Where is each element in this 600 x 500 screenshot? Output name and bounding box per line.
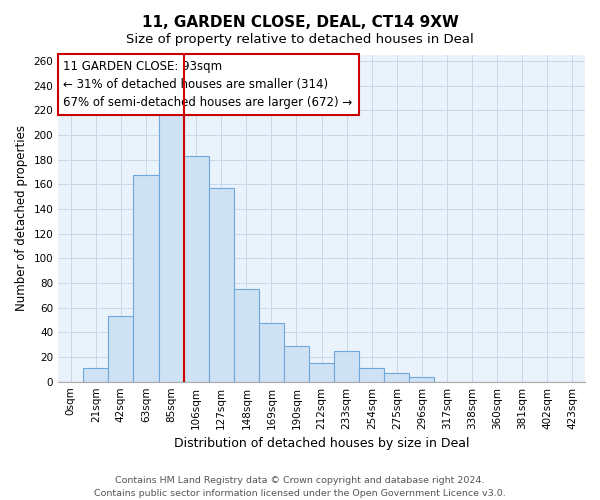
Bar [359, 368, 385, 382]
Bar [385, 373, 409, 382]
Bar [259, 322, 284, 382]
Bar [133, 174, 158, 382]
Bar [158, 113, 184, 382]
Bar [409, 376, 434, 382]
Bar [234, 289, 259, 382]
Bar [284, 346, 309, 382]
Bar [184, 156, 209, 382]
Bar [209, 188, 234, 382]
Bar [109, 316, 133, 382]
X-axis label: Distribution of detached houses by size in Deal: Distribution of detached houses by size … [174, 437, 469, 450]
Text: Size of property relative to detached houses in Deal: Size of property relative to detached ho… [126, 32, 474, 46]
Bar [309, 363, 334, 382]
Bar [83, 368, 109, 382]
Text: 11 GARDEN CLOSE: 93sqm
← 31% of detached houses are smaller (314)
67% of semi-de: 11 GARDEN CLOSE: 93sqm ← 31% of detached… [64, 60, 353, 109]
Y-axis label: Number of detached properties: Number of detached properties [15, 126, 28, 312]
Text: Contains HM Land Registry data © Crown copyright and database right 2024.
Contai: Contains HM Land Registry data © Crown c… [94, 476, 506, 498]
Text: 11, GARDEN CLOSE, DEAL, CT14 9XW: 11, GARDEN CLOSE, DEAL, CT14 9XW [142, 15, 458, 30]
Bar [334, 351, 359, 382]
